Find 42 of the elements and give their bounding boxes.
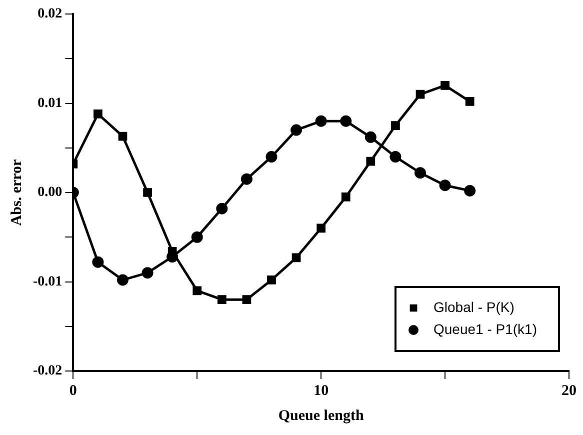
point (216, 202, 228, 214)
point (266, 151, 278, 163)
point (416, 90, 425, 99)
point (92, 256, 104, 268)
point (116, 274, 128, 286)
y-tick-label: 0.02 (38, 6, 62, 22)
x-axis-title: Queue length (278, 408, 364, 424)
point (341, 192, 350, 202)
point (340, 115, 352, 127)
point (414, 167, 426, 179)
point (391, 121, 400, 130)
point (142, 267, 154, 279)
point (292, 253, 301, 262)
legend-label: Queue1 - P1(k1) (434, 320, 538, 337)
point (366, 156, 376, 166)
y-axis-title: Abs. error (8, 158, 25, 226)
point (316, 224, 326, 233)
point (192, 286, 202, 296)
point (217, 295, 226, 304)
point (290, 124, 302, 136)
x-tick-label: 10 (314, 382, 329, 399)
point (267, 276, 276, 284)
y-tick-label: -0.01 (32, 274, 62, 290)
y-tick-label: 0.00 (38, 185, 62, 200)
x-tick-label: 20 (562, 382, 576, 399)
point (464, 184, 476, 196)
point (390, 151, 402, 163)
point (118, 132, 128, 141)
point (465, 97, 474, 106)
point (242, 295, 252, 304)
point (143, 188, 152, 197)
y-tick-label: 0.01 (38, 96, 62, 111)
point (315, 115, 327, 127)
y-tick-label: -0.02 (32, 364, 62, 379)
point (191, 231, 203, 243)
point (94, 110, 102, 118)
point (439, 180, 451, 192)
legend-label: Global - P(K) (434, 298, 514, 315)
point (240, 173, 252, 185)
x-tick-label: 0 (69, 382, 77, 399)
point (364, 131, 376, 143)
point (440, 80, 450, 90)
